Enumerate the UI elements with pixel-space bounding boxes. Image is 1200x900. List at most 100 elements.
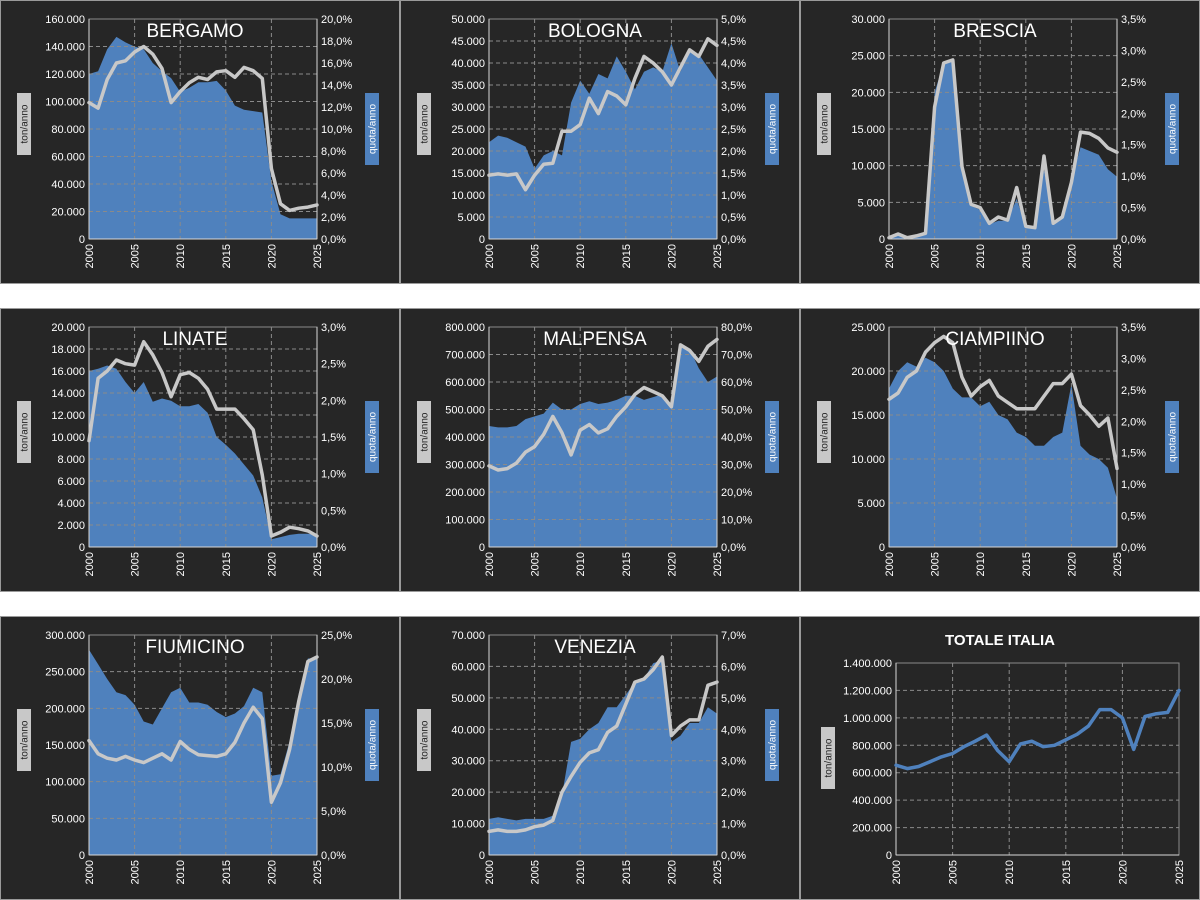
x-tick-label: 2000 [84, 860, 96, 884]
y-tick-label: 15.000 [851, 124, 885, 136]
y-tick-label: 25.000 [851, 322, 885, 334]
y-tick-label: 140.000 [45, 42, 85, 54]
chart-svg-bergamo: 0 20.000 40.000 60.000 80.000 100.000 120.000 1… [17, 14, 379, 268]
x-tick-label: 2015 [221, 860, 233, 884]
chart-title: VENEZIA [554, 637, 636, 658]
x-tick-label: 2000 [484, 860, 496, 884]
y2-tick-label: 10,0% [321, 124, 352, 136]
y2-tick-label: 5,0% [721, 14, 746, 26]
y2-tick-label: 20,0% [321, 14, 352, 26]
x-tick-label: 2010 [975, 244, 987, 268]
y2-tick-label: 2,0% [721, 787, 746, 799]
ylabel-right-box [1165, 93, 1179, 165]
x-tick-label: 2025 [712, 244, 724, 268]
y2-tick-label: 6,0% [321, 168, 346, 180]
y-tick-label: 10.000 [851, 161, 885, 173]
chart-panel-linate: 0 2.000 4.000 6.000 8.000 10.000 12.000 14.000 1… [0, 308, 400, 592]
series-line-share [487, 655, 719, 834]
y-tick-label: 30.000 [451, 102, 485, 114]
y2-tick-label: 5,0% [721, 693, 746, 705]
y2-tick-label: 2,0% [1121, 108, 1146, 120]
y2-tick-label: 4,0% [721, 724, 746, 736]
y2-tick-label: 1,0% [321, 469, 346, 481]
series-line-share [887, 58, 1119, 240]
ylabel-left: ton/anno [417, 709, 431, 771]
y-tick-label: 5.000 [857, 498, 885, 510]
y2-tick-label: 20,0% [321, 674, 352, 686]
chart-title: BERGAMO [146, 21, 243, 42]
y-tick-label: 0 [79, 850, 85, 862]
x-tick-label: 2025 [712, 860, 724, 884]
ylabel-right-box [765, 709, 779, 781]
y2-tick-label: 2,5% [321, 359, 346, 371]
y2-tick-label: 60,0% [721, 377, 752, 389]
y-tick-label: 60.000 [451, 661, 485, 673]
y2-tick-label: 18,0% [321, 36, 352, 48]
x-tick-label: 2005 [530, 860, 542, 884]
ylabel-left-box [417, 401, 431, 463]
ylabel-right-box [365, 401, 379, 473]
ylabel-right-text: quota/anno [768, 104, 779, 154]
chart-panel-bologna: 0 5.000 10.000 15.000 20.000 25.000 30.000 35.0… [400, 0, 800, 284]
ylabel-left: ton/anno [817, 93, 831, 155]
chart-panel-brescia: 0 5.000 10.000 15.000 20.000 25.000 30.000 0,0%… [800, 0, 1200, 284]
y2-tick-label: 3,0% [321, 322, 346, 334]
y-tick-label: 15.000 [451, 168, 485, 180]
chart-svg-linate: 0 2.000 4.000 6.000 8.000 10.000 12.000 14.000 1… [17, 322, 379, 576]
ylabel-right-box [365, 709, 379, 781]
y2-tick-label: 3,5% [1121, 322, 1146, 334]
x-tick-label: 2000 [884, 552, 896, 576]
ylabel-left-box [817, 93, 831, 155]
series-area-tonnage [489, 660, 717, 855]
ylabel-left-text: ton/anno [420, 104, 431, 143]
x-tick-label: 2005 [930, 244, 942, 268]
ylabel-right: quota/anno [765, 401, 779, 473]
y-tick-label: 20.000 [851, 87, 885, 99]
y2-tick-label: 1,0% [721, 819, 746, 831]
chart-svg-venezia: 0 10.000 20.000 30.000 40.000 50.000 60.000 70.… [417, 630, 779, 884]
y-tick-label: 6.000 [57, 476, 85, 488]
y2-tick-label: 2,0% [1121, 416, 1146, 428]
chart-panel-fiumicino: 0 50.000 100.000 150.000 200.000 250.000 300.0… [0, 616, 400, 900]
y2-tick-label: 3,0% [1121, 353, 1146, 365]
chart-panel-totale_italia: 0 200.000 400.000 600.000 800.000 1.000.000 1.… [800, 616, 1200, 900]
series-line-share [487, 337, 719, 472]
chart-panel-venezia: 0 10.000 20.000 30.000 40.000 50.000 60.000 70.… [400, 616, 800, 900]
y2-tick-label: 0,5% [1121, 203, 1146, 215]
y-tick-label: 0 [79, 542, 85, 554]
ylabel-right-box [1165, 401, 1179, 473]
series-area-tonnage [889, 59, 1117, 239]
y2-tick-label: 2,5% [1121, 77, 1146, 89]
y2-tick-label: 1,0% [721, 190, 746, 202]
y-tick-label: 20.000 [51, 207, 85, 219]
ylabel-left-text: ton/anno [420, 412, 431, 451]
y2-tick-label: 2,0% [321, 212, 346, 224]
y-tick-label: 800.000 [852, 740, 892, 752]
x-tick-label: 2015 [221, 552, 233, 576]
series-area-tonnage [489, 343, 717, 547]
x-tick-label: 2020 [666, 860, 678, 884]
x-tick-label: 2010 [575, 244, 587, 268]
ylabel-left-box [817, 401, 831, 463]
y-tick-label: 1.400.000 [843, 658, 892, 670]
y-tick-label: 25.000 [851, 51, 885, 63]
y-tick-label: 100.000 [445, 515, 485, 527]
ylabel-right-text: quota/anno [1168, 104, 1179, 154]
ylabel-right: quota/anno [365, 93, 379, 165]
y2-tick-label: 10,0% [321, 762, 352, 774]
x-tick-label: 2005 [130, 860, 142, 884]
ylabel-left: ton/anno [17, 93, 31, 155]
y-tick-label: 40.000 [451, 724, 485, 736]
y2-tick-label: 10,0% [721, 515, 752, 527]
ylabel-left-text: ton/anno [20, 104, 31, 143]
series-line-total [894, 688, 1181, 771]
ylabel-left-text: ton/anno [420, 720, 431, 759]
y-tick-label: 8.000 [57, 454, 85, 466]
y2-tick-label: 2,0% [721, 146, 746, 158]
y-tick-label: 0 [479, 850, 485, 862]
y-tick-label: 4.000 [57, 498, 85, 510]
x-tick-label: 2020 [666, 552, 678, 576]
x-tick-label: 2020 [1066, 244, 1078, 268]
ylabel-right: quota/anno [765, 93, 779, 165]
y-tick-label: 1.200.000 [843, 685, 892, 697]
